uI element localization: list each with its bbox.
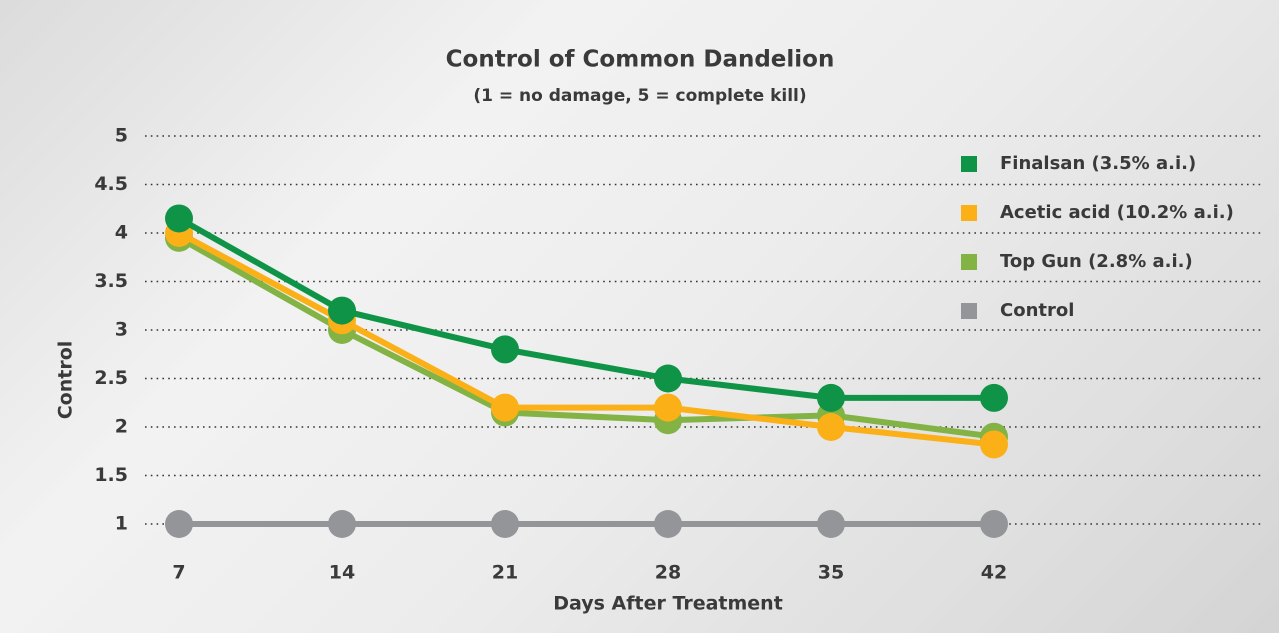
- data-point: [165, 510, 193, 538]
- data-point: [817, 413, 845, 441]
- y-tick-label: 1.5: [94, 464, 128, 486]
- chart-subtitle: (1 = no damage, 5 = complete kill): [473, 86, 806, 106]
- y-tick-label: 1: [115, 513, 128, 535]
- legend-swatch: [961, 303, 977, 319]
- y-axis-label: Control: [55, 341, 77, 420]
- legend-swatch: [961, 254, 977, 270]
- x-tick-label: 28: [655, 562, 681, 584]
- data-point: [654, 365, 682, 393]
- data-point: [654, 510, 682, 538]
- y-tick-label: 4: [115, 222, 128, 244]
- legend-label: Acetic acid (10.2% a.i.): [1000, 202, 1234, 223]
- chart: Control of Common Dandelion (1 = no dama…: [0, 0, 1279, 633]
- data-point: [491, 510, 519, 538]
- data-point: [328, 297, 356, 325]
- x-axis-label: Days After Treatment: [553, 593, 783, 615]
- data-point: [817, 510, 845, 538]
- y-tick-label: 2: [115, 416, 128, 438]
- data-point: [980, 430, 1008, 458]
- y-tick-label: 3.5: [94, 270, 128, 292]
- x-tick-label: 14: [329, 562, 355, 584]
- y-tick-label: 4.5: [94, 173, 128, 195]
- x-tick-label: 35: [818, 562, 844, 584]
- data-point: [491, 394, 519, 422]
- data-point: [328, 510, 356, 538]
- legend-label: Finalsan (3.5% a.i.): [1000, 153, 1196, 174]
- legend-label: Top Gun (2.8% a.i.): [1000, 251, 1193, 272]
- data-point: [491, 335, 519, 363]
- data-point: [980, 510, 1008, 538]
- data-point: [165, 204, 193, 232]
- chart-title: Control of Common Dandelion: [446, 47, 835, 73]
- x-tick-label: 21: [492, 562, 518, 584]
- data-point: [817, 384, 845, 412]
- data-point: [654, 394, 682, 422]
- y-tick-label: 2.5: [94, 367, 128, 389]
- legend-swatch: [961, 156, 977, 172]
- legend-swatch: [961, 205, 977, 221]
- x-tick-label: 42: [981, 562, 1007, 584]
- x-tick-label: 7: [172, 562, 185, 584]
- y-tick-label: 5: [115, 125, 128, 147]
- y-tick-label: 3: [115, 319, 128, 341]
- legend-label: Control: [1000, 300, 1074, 321]
- data-point: [980, 384, 1008, 412]
